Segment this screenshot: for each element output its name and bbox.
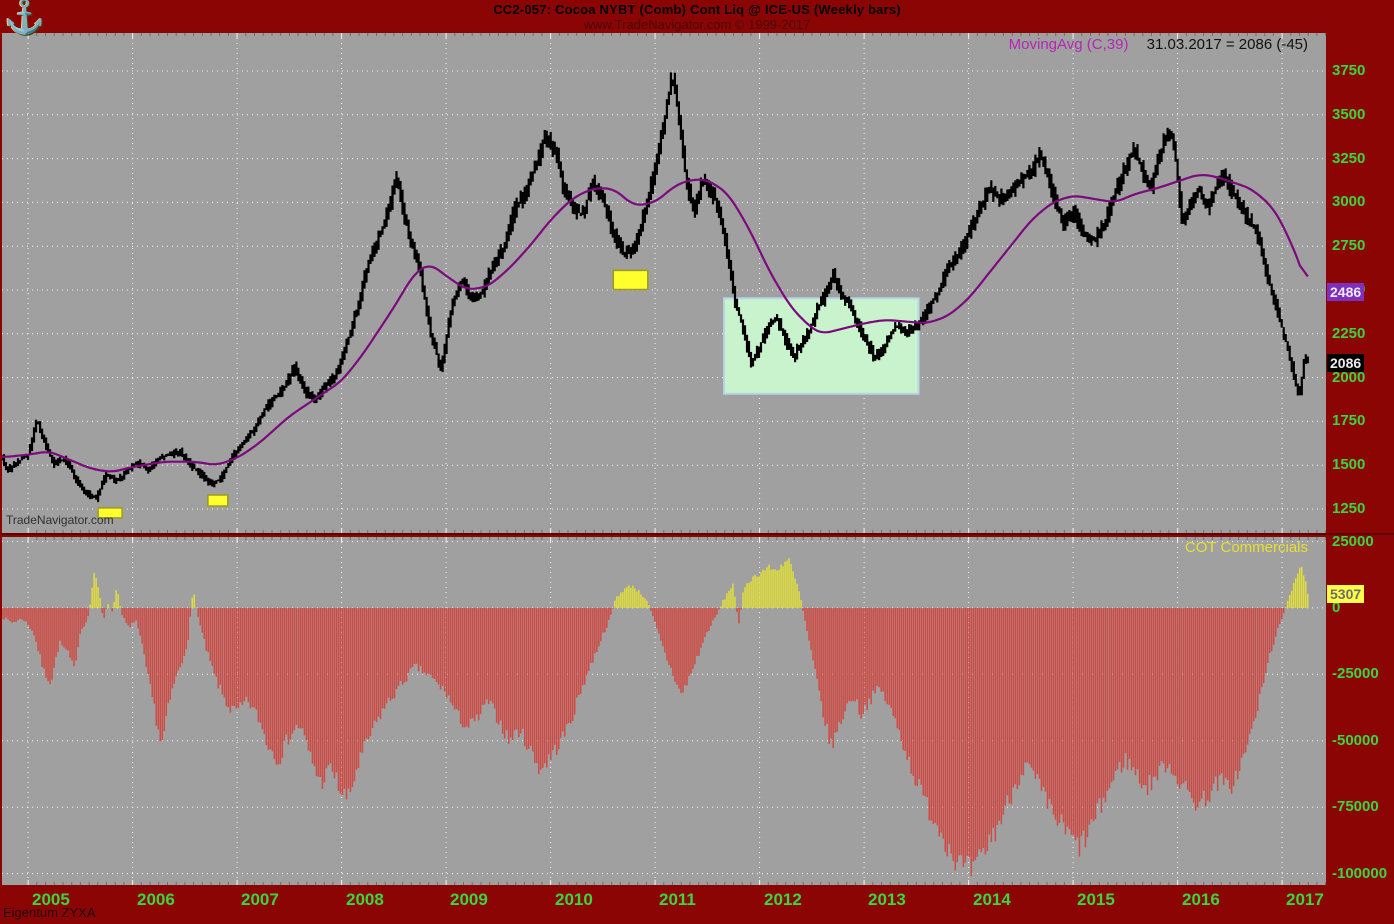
chart-title: CC2-057: Cocoa NYBT (Comb) Cont Liq @ IC…	[493, 2, 901, 17]
tradenavigator-watermark: TradeNavigator.com	[6, 513, 114, 527]
moving-average-name: MovingAvg (C,39)	[1008, 36, 1129, 53]
year-label: 2017	[1286, 890, 1324, 909]
price-tick-label: 2750	[1332, 237, 1366, 254]
last-close-label: 2086	[1327, 354, 1365, 372]
yellow-support-annotation[interactable]	[612, 269, 649, 291]
moving-average-legend[interactable]: MovingAvg (C,39) 31.03.2017 = 2086 (-45)	[1009, 36, 1308, 53]
year-label: 2012	[764, 890, 802, 909]
cot-bars-positive	[89, 558, 1309, 608]
price-gridlines	[2, 33, 1326, 533]
cot-commercials-label[interactable]: COT Commercials	[1184, 539, 1308, 556]
panel-divider	[0, 533, 1394, 535]
cot-tick-label: -25000	[1332, 665, 1379, 682]
price-tick-label: 1500	[1332, 456, 1366, 473]
cot-tick-label: 25000	[1332, 533, 1374, 550]
year-label: 2016	[1182, 890, 1220, 909]
year-label: 2011	[659, 890, 696, 909]
moving-average-line	[2, 173, 1309, 473]
price-tick-label: 3000	[1332, 193, 1366, 210]
price-tick-label: 3750	[1332, 62, 1366, 79]
year-label: 2014	[973, 890, 1011, 909]
price-tick-label: 3500	[1332, 106, 1366, 123]
cot-last-value-label: 5307	[1327, 585, 1365, 603]
green-range-annotation[interactable]	[723, 297, 920, 395]
price-chart-panel[interactable]	[2, 33, 1326, 533]
year-label: 2005	[32, 890, 70, 909]
price-tick-label: 1250	[1332, 500, 1366, 517]
cot-tick-label: -75000	[1332, 798, 1379, 815]
year-label: 2015	[1077, 890, 1115, 909]
price-tick-label: 2000	[1332, 369, 1366, 386]
year-label: 2008	[346, 890, 384, 909]
cot-tick-label: -50000	[1332, 732, 1379, 749]
price-tick-label: 2250	[1332, 325, 1366, 342]
anchor-logo: ⚓	[4, 0, 46, 35]
ma-last-value-label: 2486	[1327, 283, 1365, 301]
ownership-note: Eigentum ZYXA	[3, 905, 96, 920]
cot-tick-label: -100000	[1332, 865, 1388, 882]
year-label: 2006	[137, 890, 175, 909]
price-bars	[2, 72, 1309, 503]
year-label: 2007	[241, 890, 279, 909]
price-tick-label: 1750	[1332, 412, 1366, 429]
moving-average-value: 31.03.2017 = 2086 (-45)	[1146, 36, 1308, 53]
yellow-support-annotation[interactable]	[97, 507, 123, 519]
year-label: 2009	[450, 890, 488, 909]
year-label: 2010	[555, 890, 593, 909]
cot-bars-negative	[2, 607, 1285, 876]
chart-subtitle: www.TradeNavigator.com © 1999-2017	[583, 17, 811, 32]
price-tick-label: 3250	[1332, 150, 1366, 167]
yellow-support-annotation[interactable]	[207, 494, 229, 507]
year-label: 2013	[868, 890, 906, 909]
cot-tick-label: 0	[1332, 599, 1341, 616]
cot-chart-panel[interactable]	[2, 537, 1326, 885]
